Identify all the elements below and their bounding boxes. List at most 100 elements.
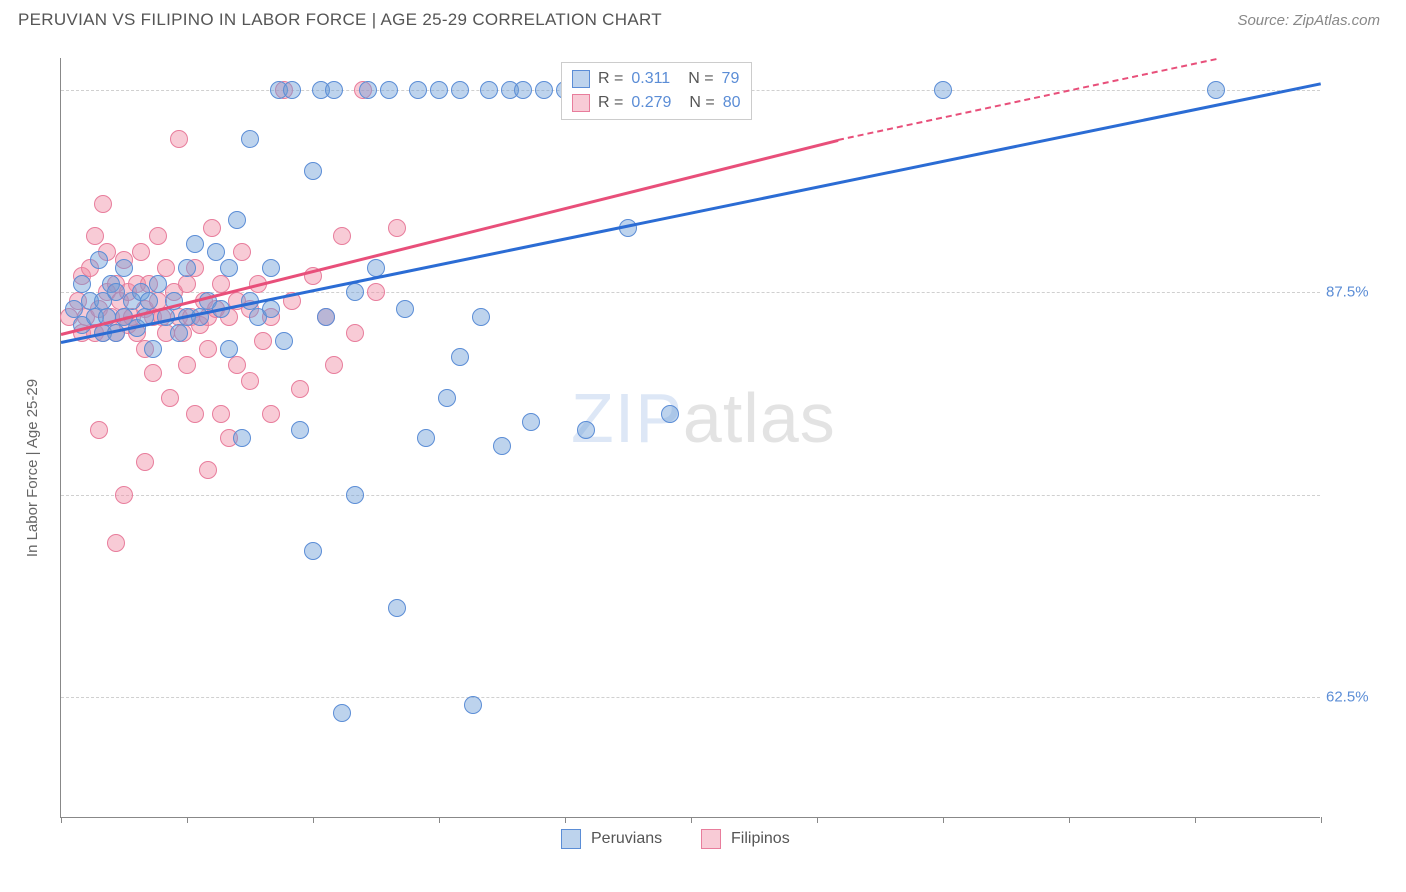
- peruvians-point: [535, 81, 553, 99]
- peruvians-point: [514, 81, 532, 99]
- peruvians-point: [220, 340, 238, 358]
- y-tick-label: 62.5%: [1326, 688, 1386, 705]
- peruvians-point: [417, 429, 435, 447]
- x-tick: [1069, 817, 1070, 823]
- peruvians-point: [233, 429, 251, 447]
- chart-title: PERUVIAN VS FILIPINO IN LABOR FORCE | AG…: [18, 10, 662, 30]
- filipinos-point: [346, 324, 364, 342]
- y-tick-label: 87.5%: [1326, 284, 1386, 301]
- peruvians-point: [304, 542, 322, 560]
- r-value: 0.279: [631, 91, 671, 115]
- filipinos-point: [333, 227, 351, 245]
- filipinos-point: [107, 534, 125, 552]
- filipinos-point: [254, 332, 272, 350]
- peruvians-point: [359, 81, 377, 99]
- peruvians-point: [1207, 81, 1225, 99]
- peruvians-point: [388, 599, 406, 617]
- peruvians-point: [262, 300, 280, 318]
- x-tick: [1195, 817, 1196, 823]
- peruvians-point: [228, 211, 246, 229]
- filipinos-point: [199, 340, 217, 358]
- legend-swatch: [561, 829, 581, 849]
- chart-container: In Labor Force | Age 25-29 ZIPatlas 62.5…: [0, 48, 1406, 892]
- peruvians-point: [451, 81, 469, 99]
- filipinos-point: [144, 364, 162, 382]
- filipinos-point: [228, 356, 246, 374]
- filipinos-point: [90, 421, 108, 439]
- series-legend-item: Peruvians: [561, 829, 662, 849]
- peruvians-point: [493, 437, 511, 455]
- filipinos-point: [136, 453, 154, 471]
- watermark-atlas: atlas: [683, 379, 836, 457]
- peruvians-point: [220, 259, 238, 277]
- correlation-legend: R =0.311N =79R =0.279N =80: [561, 62, 752, 120]
- trend-line: [61, 139, 839, 336]
- peruvians-point: [262, 259, 280, 277]
- legend-label: Peruvians: [591, 830, 662, 848]
- peruvians-point: [380, 81, 398, 99]
- plot-area: ZIPatlas 62.5%87.5%R =0.311N =79R =0.279…: [60, 58, 1320, 818]
- peruvians-point: [934, 81, 952, 99]
- peruvians-point: [178, 259, 196, 277]
- x-tick: [313, 817, 314, 823]
- peruvians-point: [275, 332, 293, 350]
- series-legend-item: Filipinos: [701, 829, 790, 849]
- n-value: 80: [723, 91, 741, 115]
- peruvians-point: [317, 308, 335, 326]
- peruvians-point: [577, 421, 595, 439]
- filipinos-point: [367, 283, 385, 301]
- filipinos-point: [241, 372, 259, 390]
- legend-swatch: [701, 829, 721, 849]
- filipinos-point: [388, 219, 406, 237]
- n-value: 79: [722, 67, 740, 91]
- peruvians-point: [283, 81, 301, 99]
- peruvians-point: [186, 235, 204, 253]
- legend-swatch: [572, 94, 590, 112]
- peruvians-point: [430, 81, 448, 99]
- y-axis-label: In Labor Force | Age 25-29: [24, 379, 41, 557]
- filipinos-point: [178, 356, 196, 374]
- filipinos-point: [291, 380, 309, 398]
- peruvians-point: [207, 243, 225, 261]
- x-tick: [565, 817, 566, 823]
- filipinos-point: [157, 259, 175, 277]
- peruvians-point: [661, 405, 679, 423]
- x-tick: [439, 817, 440, 823]
- filipinos-point: [170, 130, 188, 148]
- n-label: N =: [688, 67, 713, 91]
- r-value: 0.311: [631, 67, 670, 91]
- peruvians-point: [346, 283, 364, 301]
- legend-swatch: [572, 70, 590, 88]
- legend-label: Filipinos: [731, 830, 790, 848]
- trend-line: [61, 82, 1322, 344]
- peruvians-point: [522, 413, 540, 431]
- peruvians-point: [451, 348, 469, 366]
- filipinos-point: [115, 486, 133, 504]
- filipinos-point: [199, 461, 217, 479]
- r-label: R =: [598, 91, 623, 115]
- peruvians-point: [149, 275, 167, 293]
- peruvians-point: [472, 308, 490, 326]
- trend-line: [838, 58, 1216, 141]
- peruvians-point: [464, 696, 482, 714]
- peruvians-point: [333, 704, 351, 722]
- x-tick: [943, 817, 944, 823]
- filipinos-point: [186, 405, 204, 423]
- gridline: [61, 495, 1320, 496]
- peruvians-point: [396, 300, 414, 318]
- peruvians-point: [90, 251, 108, 269]
- peruvians-point: [346, 486, 364, 504]
- filipinos-point: [94, 195, 112, 213]
- peruvians-point: [304, 162, 322, 180]
- peruvians-point: [291, 421, 309, 439]
- filipinos-point: [161, 389, 179, 407]
- x-tick: [187, 817, 188, 823]
- source-attribution: Source: ZipAtlas.com: [1237, 12, 1380, 29]
- filipinos-point: [212, 405, 230, 423]
- peruvians-point: [115, 259, 133, 277]
- filipinos-point: [325, 356, 343, 374]
- peruvians-point: [438, 389, 456, 407]
- gridline: [61, 697, 1320, 698]
- filipinos-point: [262, 405, 280, 423]
- filipinos-point: [233, 243, 251, 261]
